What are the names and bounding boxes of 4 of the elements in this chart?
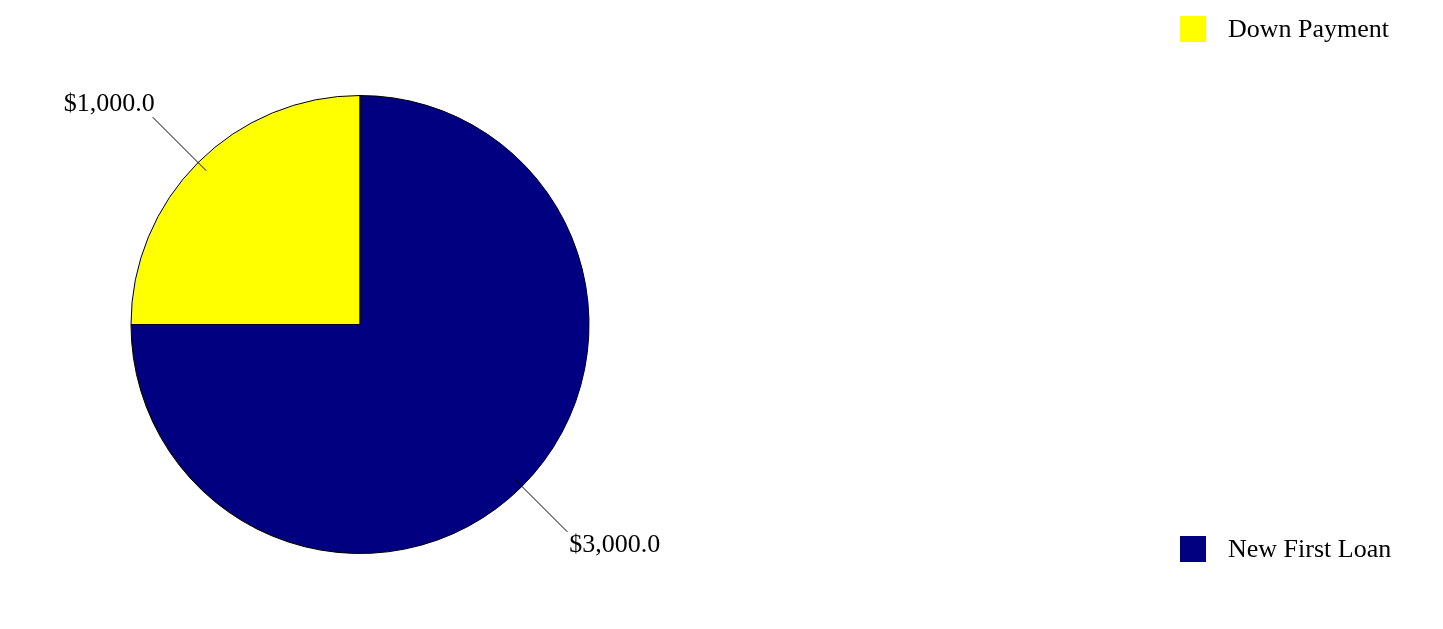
data-label: $3,000.0 [569,528,661,558]
data-label: $1,000.0 [63,88,155,118]
legend-label: New First Loan [1228,534,1392,564]
legend-label: Down Payment [1228,14,1390,44]
